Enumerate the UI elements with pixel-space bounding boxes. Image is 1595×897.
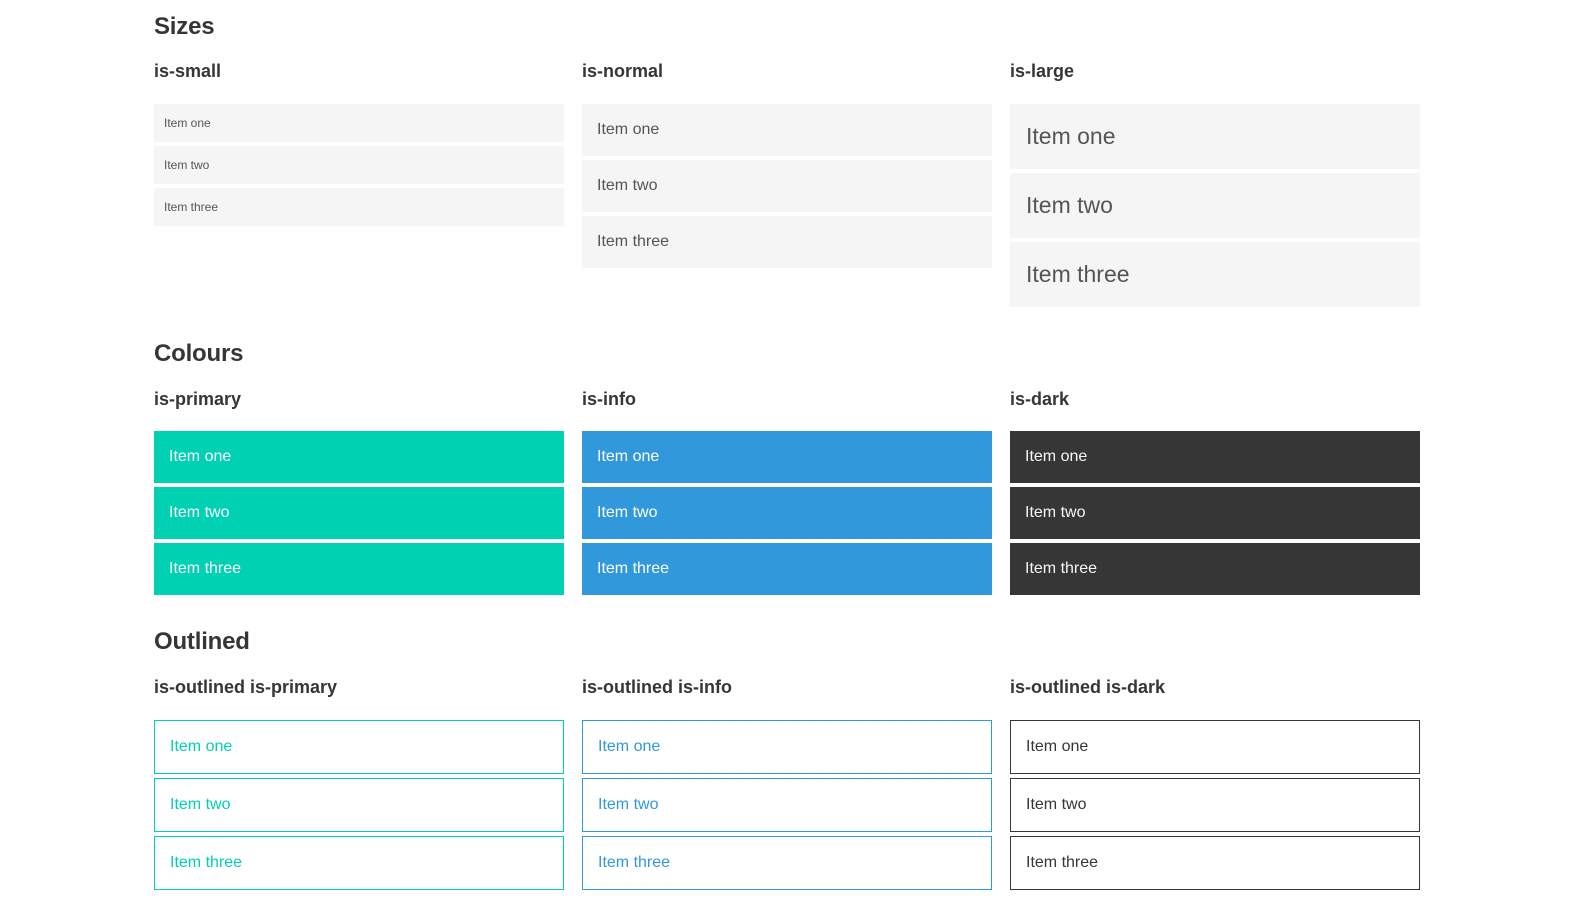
group-is-outlined-is-primary: is-outlined is-primary Item one Item two… bbox=[154, 676, 564, 894]
group-label: is-outlined is-dark bbox=[1010, 676, 1166, 697]
group-is-dark: is-dark Item one Item two Item three bbox=[1010, 388, 1420, 600]
group-label: is-small bbox=[154, 61, 222, 82]
item-list: Item one Item two Item three bbox=[154, 104, 564, 227]
list-item[interactable]: Item two bbox=[1010, 777, 1420, 832]
list-item[interactable]: Item three bbox=[582, 216, 992, 269]
item-list: Item one Item two Item three bbox=[582, 104, 992, 269]
list-item[interactable]: Item one bbox=[582, 104, 992, 157]
item-list: Item one Item two Item three bbox=[582, 431, 992, 596]
item-list: Item one Item two Item three bbox=[1010, 104, 1420, 308]
group-label: is-info bbox=[582, 388, 636, 409]
list-item[interactable]: Item one bbox=[1010, 431, 1420, 484]
list-item[interactable]: Item three bbox=[1010, 543, 1420, 596]
group-label: is-outlined is-primary bbox=[154, 676, 338, 697]
list-item[interactable]: Item one bbox=[154, 719, 564, 774]
outlined-grid: is-outlined is-primary Item one Item two… bbox=[154, 676, 1595, 894]
group-is-outlined-is-info: is-outlined is-info Item one Item two It… bbox=[582, 676, 992, 894]
list-item[interactable]: Item three bbox=[154, 188, 564, 227]
section-outlined: Outlined is-outlined is-primary Item one… bbox=[154, 628, 1595, 894]
item-list: Item one Item two Item three bbox=[154, 719, 564, 890]
section-colours: Colours is-primary Item one Item two Ite… bbox=[154, 340, 1595, 600]
list-item[interactable]: Item three bbox=[1010, 242, 1420, 308]
list-item[interactable]: Item two bbox=[154, 146, 564, 185]
list-item[interactable]: Item two bbox=[582, 160, 992, 213]
list-item[interactable]: Item one bbox=[1010, 719, 1420, 774]
group-label: is-dark bbox=[1010, 388, 1070, 409]
section-title: Sizes bbox=[154, 13, 215, 40]
section-title: Colours bbox=[154, 340, 244, 368]
list-item[interactable]: Item three bbox=[582, 543, 992, 596]
group-is-small: is-small Item one Item two Item three bbox=[154, 62, 564, 230]
list-item[interactable]: Item two bbox=[154, 487, 564, 540]
group-label: is-outlined is-info bbox=[582, 676, 732, 697]
group-label: is-primary bbox=[154, 388, 242, 409]
group-is-normal: is-normal Item one Item two Item three bbox=[582, 62, 992, 272]
list-item[interactable]: Item two bbox=[1010, 173, 1420, 239]
list-item[interactable]: Item one bbox=[1010, 104, 1420, 170]
list-item[interactable]: Item three bbox=[1010, 835, 1420, 890]
list-item[interactable]: Item one bbox=[582, 431, 992, 484]
list-item[interactable]: Item three bbox=[154, 543, 564, 596]
group-label: is-normal bbox=[582, 61, 664, 82]
list-item[interactable]: Item three bbox=[154, 835, 564, 890]
group-is-primary: is-primary Item one Item two Item three bbox=[154, 388, 564, 600]
colours-grid: is-primary Item one Item two Item three … bbox=[154, 388, 1595, 600]
item-list: Item one Item two Item three bbox=[154, 431, 564, 596]
group-is-large: is-large Item one Item two Item three bbox=[1010, 62, 1420, 311]
list-item[interactable]: Item one bbox=[154, 431, 564, 484]
list-item[interactable]: Item two bbox=[582, 777, 992, 832]
list-item[interactable]: Item two bbox=[1010, 487, 1420, 540]
list-item[interactable]: Item two bbox=[582, 487, 992, 540]
item-list: Item one Item two Item three bbox=[1010, 719, 1420, 890]
sizes-grid: is-small Item one Item two Item three is… bbox=[154, 62, 1595, 311]
list-item[interactable]: Item one bbox=[154, 104, 564, 143]
list-item[interactable]: Item three bbox=[582, 835, 992, 890]
group-is-info: is-info Item one Item two Item three bbox=[582, 388, 992, 600]
group-is-outlined-is-dark: is-outlined is-dark Item one Item two It… bbox=[1010, 676, 1420, 894]
group-label: is-large bbox=[1010, 61, 1075, 82]
list-item[interactable]: Item one bbox=[582, 719, 992, 774]
item-list: Item one Item two Item three bbox=[582, 719, 992, 890]
item-list: Item one Item two Item three bbox=[1010, 431, 1420, 596]
list-item[interactable]: Item two bbox=[154, 777, 564, 832]
section-title: Outlined bbox=[154, 628, 250, 656]
section-sizes: Sizes is-small Item one Item two Item th… bbox=[154, 13, 1595, 311]
